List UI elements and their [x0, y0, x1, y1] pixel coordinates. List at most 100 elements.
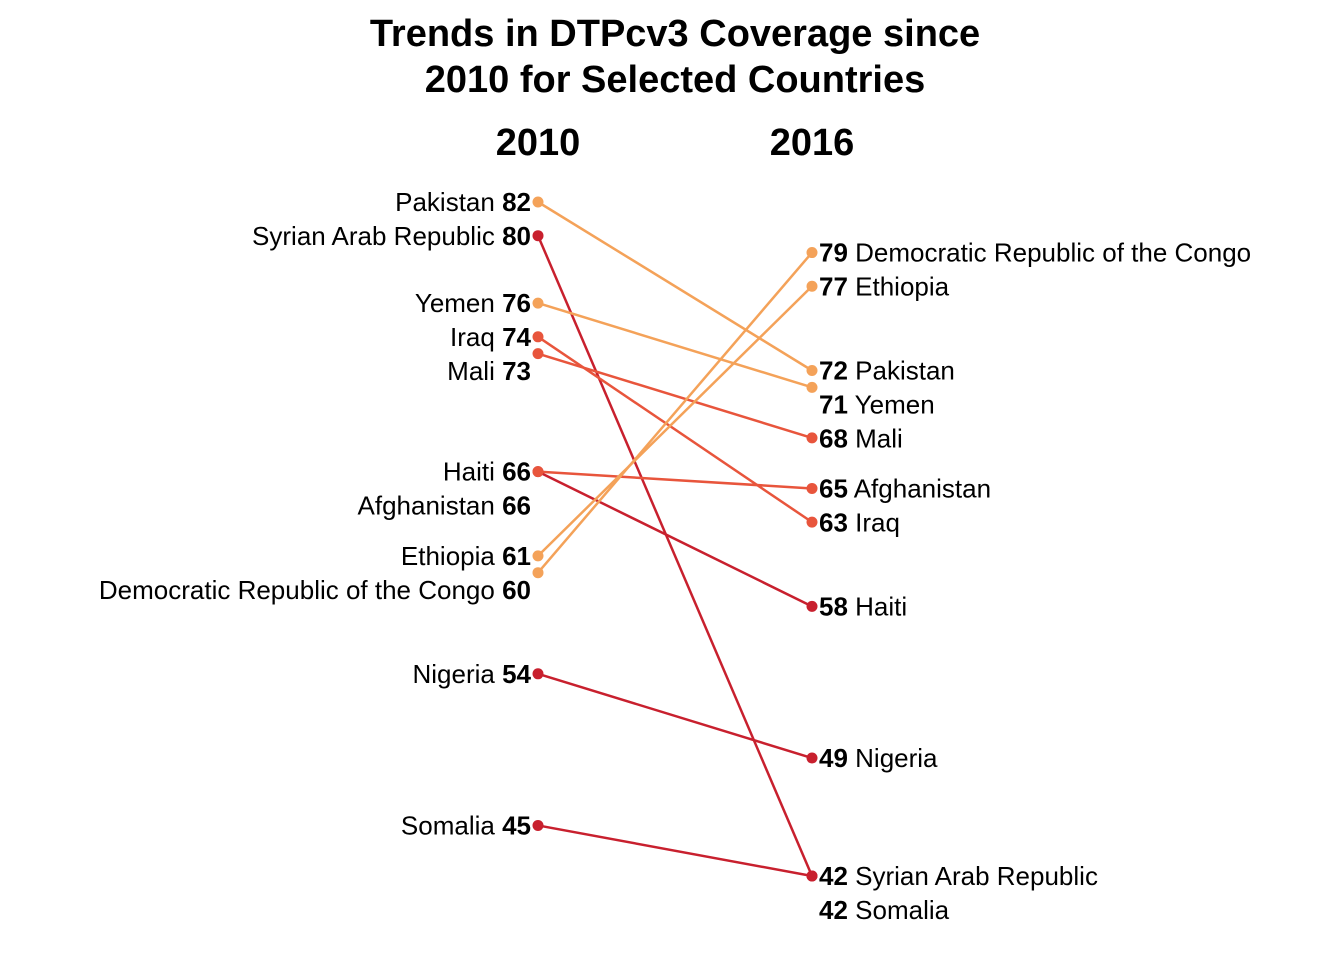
- slope-line-pakistan: [537, 200, 813, 372]
- slope-line-haiti: [537, 470, 813, 608]
- label-2010-nigeria: Nigeria 54: [412, 659, 531, 689]
- slope-points: [532, 196, 818, 882]
- point-2010-mali: [532, 348, 544, 360]
- label-2010-name: Iraq: [450, 322, 502, 352]
- label-2016-value: 42: [819, 895, 848, 925]
- label-2016-somalia: 42 Somalia: [819, 895, 950, 925]
- year-label-2016: 2016: [770, 122, 855, 164]
- point-2010-pakistan: [532, 196, 544, 208]
- slope-lines: [536, 200, 814, 878]
- label-2010-name: Yemen: [415, 288, 502, 318]
- label-2010-name: Mali: [447, 356, 502, 386]
- point-2010-somalia: [532, 819, 544, 831]
- label-2010-syrian-arab-republic: Syrian Arab Republic 80: [252, 221, 531, 251]
- label-2010-value: 76: [502, 288, 531, 318]
- label-2016-name: Haiti: [848, 591, 907, 621]
- label-2016-name: Mali: [848, 424, 903, 454]
- slope-line-democratic-republic-of-the-congo: [537, 251, 813, 574]
- label-2016-name: Pakistan: [848, 356, 955, 386]
- label-2010-name: Syrian Arab Republic: [252, 221, 502, 251]
- label-2010-value: 73: [502, 356, 531, 386]
- label-2010-value: 54: [502, 659, 531, 689]
- slope-line-mali: [537, 352, 813, 440]
- year-label-2010: 2010: [496, 122, 581, 164]
- label-2010-value: 61: [502, 541, 531, 571]
- label-2010-haiti: Haiti 66: [443, 457, 531, 487]
- label-2016-name: Nigeria: [848, 743, 938, 773]
- label-2016-mali: 68 Mali: [819, 424, 903, 454]
- label-2010-pakistan: Pakistan 82: [395, 187, 531, 217]
- point-2016-somalia: [806, 870, 818, 882]
- label-2010-value: 66: [502, 491, 531, 521]
- label-2016-afghanistan: 65 Afghanistan: [819, 473, 991, 503]
- label-2016-name: Ethiopia: [848, 272, 950, 302]
- label-2010-mali: Mali 73: [447, 356, 531, 386]
- slope-line-somalia: [537, 824, 813, 878]
- label-2016-democratic-republic-of-the-congo: 79 Democratic Republic of the Congo: [819, 238, 1251, 268]
- label-2016-ethiopia: 77 Ethiopia: [819, 272, 950, 302]
- label-2016-name: Iraq: [848, 507, 900, 537]
- point-2016-nigeria: [806, 752, 818, 764]
- label-2016-value: 68: [819, 424, 848, 454]
- label-2016-haiti: 58 Haiti: [819, 591, 907, 621]
- point-2016-pakistan: [806, 365, 818, 376]
- label-2016-value: 77: [819, 272, 848, 302]
- label-2016-value: 58: [819, 591, 848, 621]
- point-2016-ethiopia: [806, 280, 818, 292]
- label-2010-value: 74: [502, 322, 531, 352]
- point-2016-yemen: [806, 381, 818, 393]
- point-2016-afghanistan: [806, 482, 818, 494]
- slope-line-syrian-arab-republic: [536, 235, 814, 877]
- label-2010-name: Ethiopia: [401, 541, 502, 571]
- label-2010-value: 82: [502, 187, 531, 217]
- label-2016-yemen: 71 Yemen: [819, 390, 935, 420]
- point-2010-ethiopia: [532, 550, 544, 562]
- label-2016-value: 71: [819, 390, 848, 420]
- label-2016-value: 42: [819, 861, 848, 891]
- label-2016-name: Democratic Republic of the Congo: [848, 238, 1251, 268]
- label-2010-value: 60: [502, 575, 531, 605]
- label-2010-name: Pakistan: [395, 187, 502, 217]
- point-2016-iraq: [806, 516, 818, 528]
- label-2016-name: Somalia: [848, 895, 950, 925]
- slope-line-nigeria: [537, 672, 813, 760]
- label-2016-value: 72: [819, 356, 848, 386]
- point-2016-haiti: [806, 600, 818, 612]
- label-2016-pakistan: 72 Pakistan: [819, 356, 955, 386]
- label-2010-value: 66: [502, 457, 531, 487]
- point-2016-mali: [806, 432, 818, 444]
- chart-title-line-1: Trends in DTPcv3 Coverage since: [370, 13, 980, 55]
- label-2016-syrian-arab-republic: 42 Syrian Arab Republic: [819, 861, 1098, 891]
- slope-line-ethiopia: [537, 285, 813, 557]
- label-2016-value: 49: [819, 743, 848, 773]
- label-2010-value: 80: [502, 221, 531, 251]
- point-2016-democratic-republic-of-the-congo: [806, 247, 818, 259]
- label-2010-name: Democratic Republic of the Congo: [99, 575, 502, 605]
- slope-line-afghanistan: [537, 470, 813, 490]
- label-2010-name: Nigeria: [412, 659, 502, 689]
- label-2010-afghanistan: Afghanistan 66: [358, 491, 531, 521]
- chart-title-line-2: 2010 for Selected Countries: [425, 59, 926, 101]
- label-2016-name: Yemen: [848, 390, 935, 420]
- point-2010-afghanistan: [532, 466, 544, 478]
- point-2010-yemen: [532, 297, 544, 309]
- point-2010-iraq: [532, 331, 544, 343]
- label-2010-name: Afghanistan: [358, 491, 503, 521]
- label-2010-value: 45: [502, 810, 531, 840]
- label-2010-democratic-republic-of-the-congo: Democratic Republic of the Congo 60: [99, 575, 531, 605]
- label-2010-iraq: Iraq 74: [450, 322, 531, 352]
- point-2010-nigeria: [532, 668, 544, 680]
- slope-line-iraq: [537, 335, 813, 524]
- label-2016-value: 79: [819, 238, 848, 268]
- label-2010-somalia: Somalia 45: [401, 810, 531, 840]
- label-2016-value: 63: [819, 507, 848, 537]
- label-2016-name: Afghanistan: [848, 473, 991, 503]
- label-2016-nigeria: 49 Nigeria: [819, 743, 938, 773]
- label-2010-name: Haiti: [443, 457, 502, 487]
- label-2010-name: Somalia: [401, 810, 502, 840]
- label-2010-ethiopia: Ethiopia 61: [401, 541, 531, 571]
- slope-line-yemen: [537, 301, 813, 389]
- labels-2016: 72 Pakistan 42 Syrian Arab Republic 71 Yem…: [819, 238, 1251, 925]
- point-2010-democratic-republic-of-the-congo: [532, 567, 544, 579]
